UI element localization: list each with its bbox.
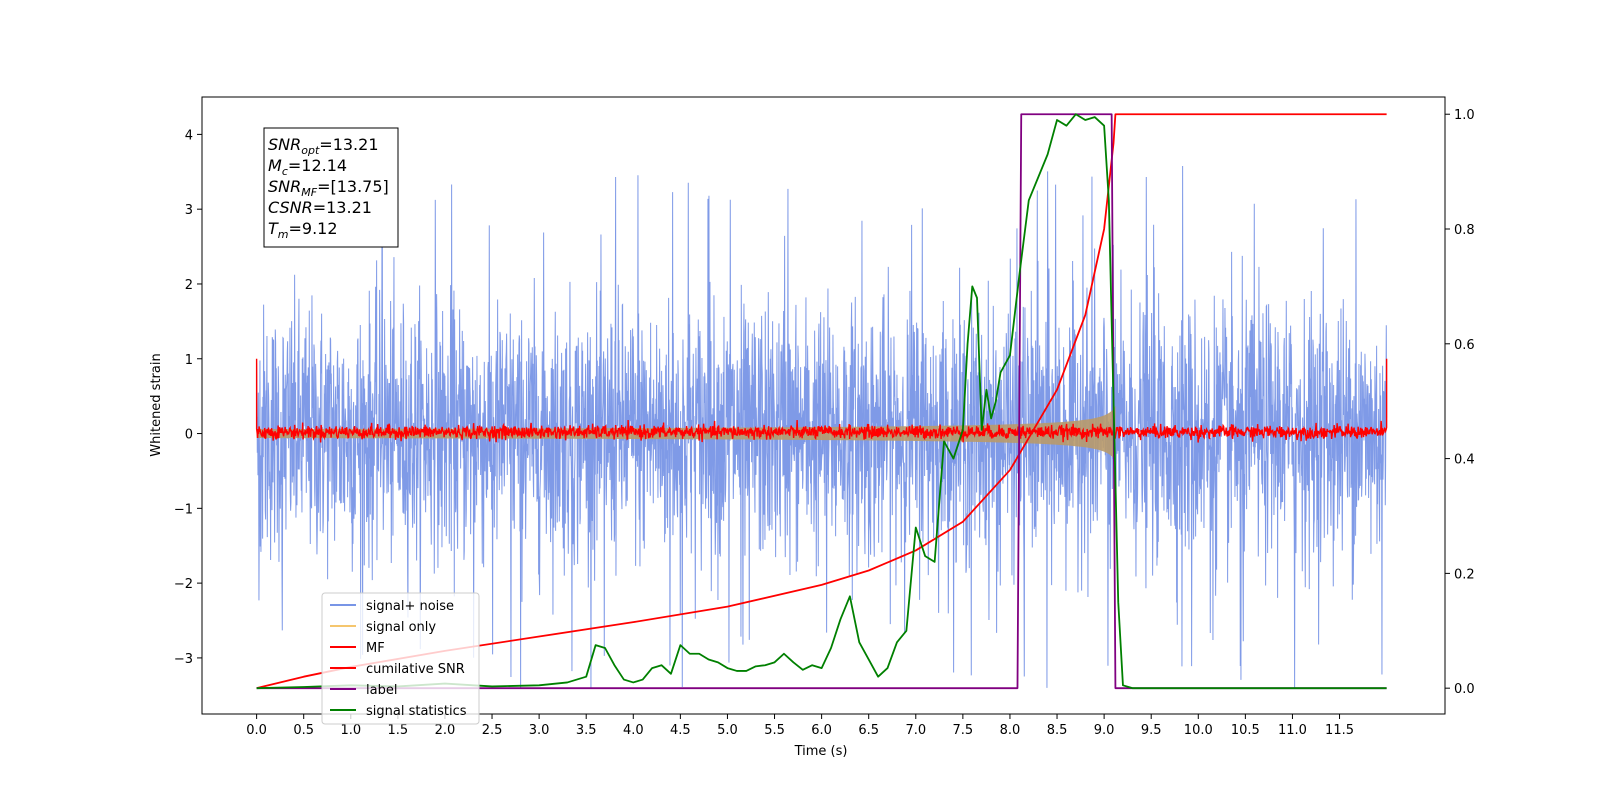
x-tick-label: 8.0 — [1000, 723, 1021, 738]
stat-value: =9.12 — [289, 219, 338, 238]
y-left-tick-label: 4 — [185, 128, 193, 143]
legend-label: signal statistics — [366, 704, 467, 719]
x-tick-label: 0.0 — [246, 723, 267, 738]
y-right-tick-label: 1.0 — [1454, 108, 1475, 123]
legend-label: label — [366, 683, 397, 698]
y-left-tick-label: −3 — [174, 652, 193, 667]
x-tick-label: 7.5 — [953, 723, 974, 738]
x-tick-label: 0.5 — [293, 723, 314, 738]
series-signal-noise-line — [256, 165, 1388, 688]
x-tick-label: 8.5 — [1047, 723, 1068, 738]
x-tick-label: 7.0 — [905, 723, 926, 738]
stat-value: =13.21 — [313, 198, 372, 217]
series-mf-line — [255, 358, 1388, 443]
stat-symbol: SNR — [268, 135, 301, 154]
series-signal-statistics-line — [256, 113, 1387, 690]
x-tick-label: 11.0 — [1278, 723, 1307, 738]
stat-symbol: SNR — [268, 177, 301, 196]
legend: signal+ noise signal only MF cumilative SNR… — [321, 592, 480, 725]
y-right-tick-label: 0.2 — [1454, 567, 1475, 582]
x-tick-label: 10.0 — [1184, 723, 1213, 738]
x-axis: 0.0 0.5 1.0 1.5 2.0 2.5 3.0 3.5 4.0 4.5 5.0 5.5 6.0 6… — [246, 714, 1354, 738]
y-left-tick-label: −1 — [174, 502, 193, 517]
x-tick-label: 2.0 — [435, 723, 456, 738]
y-axis-label: Whitened strain — [149, 353, 164, 456]
y-left-tick-label: 2 — [185, 278, 193, 293]
y-left-tick-label: −2 — [174, 577, 193, 592]
y-right-tick-label: 0.8 — [1454, 223, 1475, 238]
stat-line: Tm=9.12 — [268, 219, 338, 241]
y-right-tick-label: 0.6 — [1454, 338, 1475, 353]
stat-value: =[13.75] — [317, 177, 389, 196]
stat-symbol: M — [268, 156, 282, 175]
x-tick-label: 10.5 — [1231, 723, 1260, 738]
plot-frame — [201, 96, 1446, 715]
x-tick-label: 9.0 — [1094, 723, 1115, 738]
legend-label: signal+ noise — [366, 599, 454, 614]
stat-line: CSNR=13.21 — [268, 198, 372, 217]
stat-symbol: CSNR — [268, 198, 313, 217]
stats-box: SNRopt=13.21Mc=12.14SNRMF=[13.75]CSNR=13… — [263, 127, 399, 248]
stat-line: SNRMF=[13.75] — [268, 177, 389, 199]
stat-subscript: MF — [301, 186, 317, 199]
legend-label: MF — [366, 641, 385, 656]
stat-value: =13.21 — [319, 135, 378, 154]
x-tick-label: 4.0 — [623, 723, 644, 738]
stat-subscript: c — [282, 165, 288, 178]
x-tick-label: 4.5 — [670, 723, 691, 738]
y-right-tick-label: 0.4 — [1454, 453, 1475, 468]
y-axis-right: 0.0 0.2 0.4 0.6 0.8 1.0 — [1445, 108, 1475, 697]
legend-label: cumilative SNR — [366, 662, 465, 677]
x-tick-label: 5.0 — [717, 723, 738, 738]
x-tick-label: 3.5 — [576, 723, 597, 738]
x-axis-label: Time (s) — [794, 744, 848, 759]
y-left-tick-label: 1 — [185, 353, 193, 368]
stat-subscript: opt — [301, 144, 320, 157]
x-tick-label: 5.5 — [764, 723, 785, 738]
x-tick-label: 9.5 — [1141, 723, 1162, 738]
x-tick-label: 1.5 — [388, 723, 409, 738]
stat-value: =12.14 — [288, 156, 347, 175]
x-tick-label: 2.5 — [482, 723, 503, 738]
legend-label: signal only — [366, 620, 436, 635]
stats-box-frame — [263, 127, 399, 248]
x-tick-label: 11.5 — [1325, 723, 1354, 738]
x-tick-label: 6.5 — [858, 723, 879, 738]
y-left-tick-label: 3 — [185, 203, 193, 218]
y-left-tick-label: 0 — [185, 428, 193, 443]
x-tick-label: 1.0 — [340, 723, 361, 738]
x-tick-label: 6.0 — [811, 723, 832, 738]
x-tick-label: 3.0 — [529, 723, 550, 738]
legend-frame — [321, 592, 480, 725]
y-axis-left: −3 −2 −1 0 1 2 3 4 — [174, 128, 202, 667]
stat-subscript: m — [278, 228, 289, 241]
y-right-tick-label: 0.0 — [1454, 682, 1475, 697]
stat-symbol: T — [268, 219, 279, 238]
stat-line: SNRopt=13.21 — [268, 135, 379, 157]
stat-line: Mc=12.14 — [268, 156, 347, 178]
